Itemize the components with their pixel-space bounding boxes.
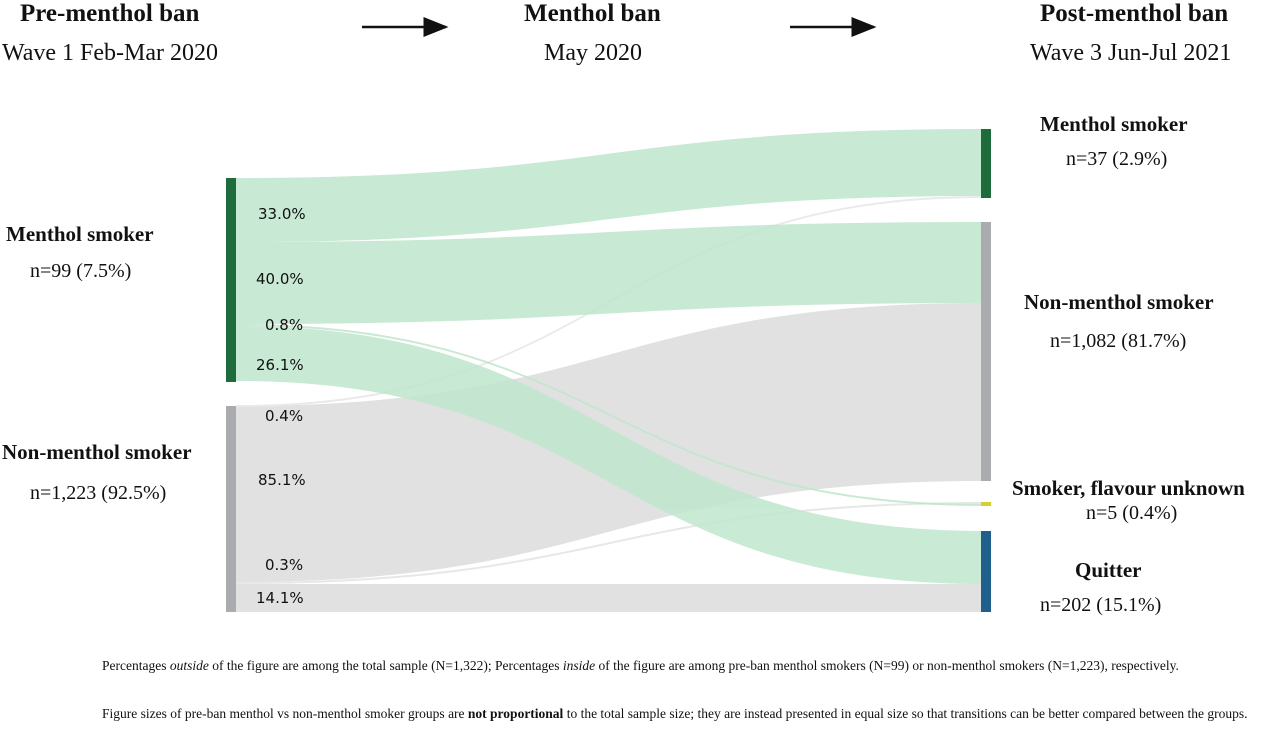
footnote-1-inside: inside	[562, 658, 596, 673]
flow-label-menthol-to-unknown: 0.8%	[265, 316, 304, 334]
footnote-proportions: Figure sizes of pre-ban menthol vs non-m…	[102, 705, 1272, 722]
footnote-1-part-c: of the figure are among the total sample…	[208, 658, 563, 673]
right-node-quitter-n: n=202 (15.1%)	[1040, 594, 1162, 616]
flow-menthol-to-quitter	[236, 326, 984, 584]
flow-menthol-to-nonmenthol	[236, 222, 984, 324]
flow-label-nonmenthol-to-nonmenthol: 85.1%	[258, 471, 306, 489]
stage2-subtitle: May 2020	[544, 40, 642, 66]
flow-label-nonmenthol-to-menthol: 0.4%	[265, 407, 304, 425]
node-bar-pre-nonmenthol	[226, 406, 236, 612]
stage1-subtitle: Wave 1 Feb-Mar 2020	[2, 40, 219, 66]
right-node-nonmenthol-title: Non-menthol smoker	[1024, 290, 1214, 314]
flow-nonmenthol-to-unknown	[236, 502, 984, 584]
flow-nonmenthol-to-quitter	[236, 584, 984, 612]
stage3-subtitle: Wave 3 Jun-Jul 2021	[1030, 40, 1232, 66]
stage2-title: Menthol ban	[524, 0, 661, 27]
footnote-2-part-a: Figure sizes of pre-ban menthol vs non-m…	[102, 706, 468, 721]
node-bar-post-unknown	[981, 502, 991, 506]
left-node-menthol-n: n=99 (7.5%)	[30, 260, 132, 282]
right-node-nonmenthol-n: n=1,082 (81.7%)	[1050, 330, 1187, 352]
flow-label-nonmenthol-to-quitter: 14.1%	[256, 589, 304, 607]
stage3-title: Post-menthol ban	[1040, 0, 1229, 27]
flow-menthol-to-unknown	[236, 324, 984, 506]
right-node-unknown-title: Smoker, flavour unknown	[1012, 476, 1245, 500]
right-node-quitter-title: Quitter	[1075, 558, 1142, 582]
flow-label-nonmenthol-to-unknown: 0.3%	[265, 556, 304, 574]
flow-menthol-to-menthol	[236, 129, 984, 242]
node-bar-post-menthol	[981, 129, 991, 198]
node-bar-post-quitter	[981, 531, 991, 612]
left-node-nonmenthol-title: Non-menthol smoker	[2, 440, 192, 464]
left-node-nonmenthol-n: n=1,223 (92.5%)	[30, 482, 167, 504]
flow-label-menthol-to-nonmenthol: 40.0%	[256, 270, 304, 288]
footnote-percentages: Percentages outside of the figure are am…	[102, 657, 1272, 674]
left-node-menthol-title: Menthol smoker	[6, 222, 154, 246]
footnote-1-part-e: of the figure are among pre-ban menthol …	[595, 658, 1179, 673]
flow-label-menthol-to-quitter: 26.1%	[256, 356, 304, 374]
stage1-title: Pre-menthol ban	[20, 0, 200, 27]
node-bar-pre-menthol	[226, 178, 236, 382]
footnote-1-outside: outside	[169, 658, 209, 673]
flow-label-menthol-to-menthol: 33.0%	[258, 205, 306, 223]
footnote-2-not-proportional: not proportional	[467, 706, 564, 721]
footnote-1-part-a: Percentages	[102, 658, 170, 673]
node-bar-post-nonmenthol	[981, 222, 991, 481]
footnote-2-part-c: to the total sample size; they are inste…	[563, 706, 1248, 721]
right-node-menthol-title: Menthol smoker	[1040, 112, 1188, 136]
right-node-menthol-n: n=37 (2.9%)	[1066, 148, 1168, 170]
right-node-unknown-n: n=5 (0.4%)	[1086, 502, 1178, 524]
